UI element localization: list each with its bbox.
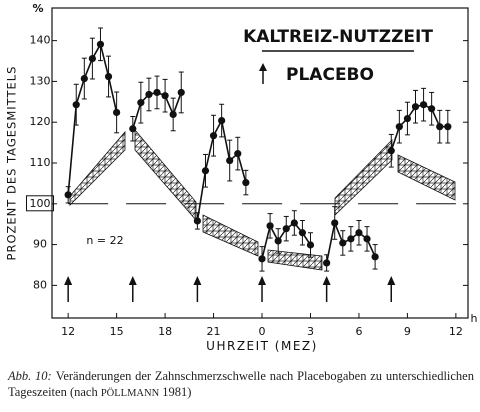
chart: KALTREIZ-NUTZZEIT PLACEBO n = 22 PROZENT… — [5, 2, 478, 353]
data-point — [201, 167, 210, 175]
caption-text: Veränderungen der Zahnschmerzschwelle na… — [8, 369, 474, 399]
dose-arrowhead — [322, 276, 331, 285]
band — [202, 214, 259, 257]
data-point — [145, 90, 153, 99]
dose-arrowhead — [193, 276, 202, 285]
x-tick-label: 6 — [355, 325, 362, 338]
caption-year: 1981) — [162, 385, 192, 399]
data-point — [306, 241, 315, 249]
data-point — [419, 101, 428, 109]
band — [134, 128, 197, 222]
data-point — [137, 99, 145, 107]
data-point — [387, 147, 395, 155]
data-point — [282, 225, 290, 233]
y-tick-label: 110 — [30, 156, 51, 169]
dose-arrowhead — [387, 276, 396, 285]
band — [69, 130, 126, 206]
data-point — [371, 253, 379, 261]
x-axis-label: UHRZEIT (MEZ) — [206, 339, 318, 353]
data-point — [363, 235, 371, 243]
y-tick-label: 90 — [33, 238, 47, 251]
data-point — [177, 88, 185, 97]
band — [397, 154, 456, 201]
data-point — [266, 222, 274, 230]
annotation: n = 22 — [86, 234, 123, 247]
data-point — [153, 88, 161, 97]
legend-arrow — [259, 63, 267, 84]
tick-label-box — [26, 195, 54, 212]
caption: Abb. 10: Veränderungen der Zahnschmerzsch… — [8, 368, 474, 402]
dose-arrowhead — [64, 276, 73, 285]
data-point — [331, 219, 339, 227]
data-point — [339, 239, 347, 247]
data-point — [444, 123, 452, 131]
data-point — [113, 108, 121, 117]
dose-arrowhead — [258, 276, 267, 285]
y-unit: % — [32, 2, 43, 15]
x-tick-label: 3 — [307, 325, 314, 338]
x-tick-label: 18 — [158, 325, 172, 338]
x-tick-label: 0 — [259, 325, 266, 338]
x-tick-label: 21 — [207, 325, 221, 338]
data-point — [355, 229, 363, 237]
y-tick-label: 140 — [30, 34, 51, 47]
data-point — [347, 235, 355, 243]
x-tick-label: 15 — [110, 325, 124, 338]
data-point — [403, 114, 412, 123]
y-tick-label: 100 — [30, 197, 51, 210]
data-point — [411, 103, 420, 111]
data-point — [169, 110, 177, 119]
data-point — [218, 116, 226, 125]
x-tick-label: 9 — [404, 325, 411, 338]
data-point — [209, 132, 218, 140]
y-axis-label: PROZENT DES TAGESMITTELS — [5, 66, 19, 261]
data-point — [193, 217, 201, 225]
x-unit: h — [471, 312, 478, 325]
expected-bands — [69, 128, 456, 271]
data-point — [234, 150, 242, 158]
data-point — [428, 105, 436, 113]
data-point — [242, 178, 250, 187]
data-point — [161, 92, 169, 100]
data-point — [129, 125, 137, 133]
x-tick-label: 12 — [61, 325, 75, 338]
data-point — [80, 74, 88, 83]
band — [267, 249, 323, 271]
data-point — [96, 40, 105, 48]
data-point — [436, 123, 444, 131]
data-point — [64, 191, 72, 199]
y-tick-label: 120 — [30, 115, 51, 128]
data-point — [298, 229, 307, 237]
data-point — [323, 259, 331, 267]
caption-author: PÖLLMANN — [100, 388, 160, 399]
chart-subtitle: PLACEBO — [286, 65, 374, 85]
data-point — [258, 255, 266, 263]
caption-label: Abb. 10: — [8, 369, 52, 383]
data-point — [290, 219, 298, 227]
data-point — [88, 54, 96, 63]
data-point — [72, 101, 80, 109]
y-tick-label: 80 — [33, 278, 47, 291]
data-point — [226, 156, 234, 165]
y-tick-label: 130 — [30, 74, 51, 87]
data-point — [274, 237, 282, 245]
chart-title: KALTREIZ-NUTZZEIT — [243, 27, 433, 47]
data-point — [104, 72, 113, 81]
data-point — [395, 123, 403, 131]
x-tick-label: 12 — [449, 325, 463, 338]
dose-arrowhead — [128, 276, 137, 285]
